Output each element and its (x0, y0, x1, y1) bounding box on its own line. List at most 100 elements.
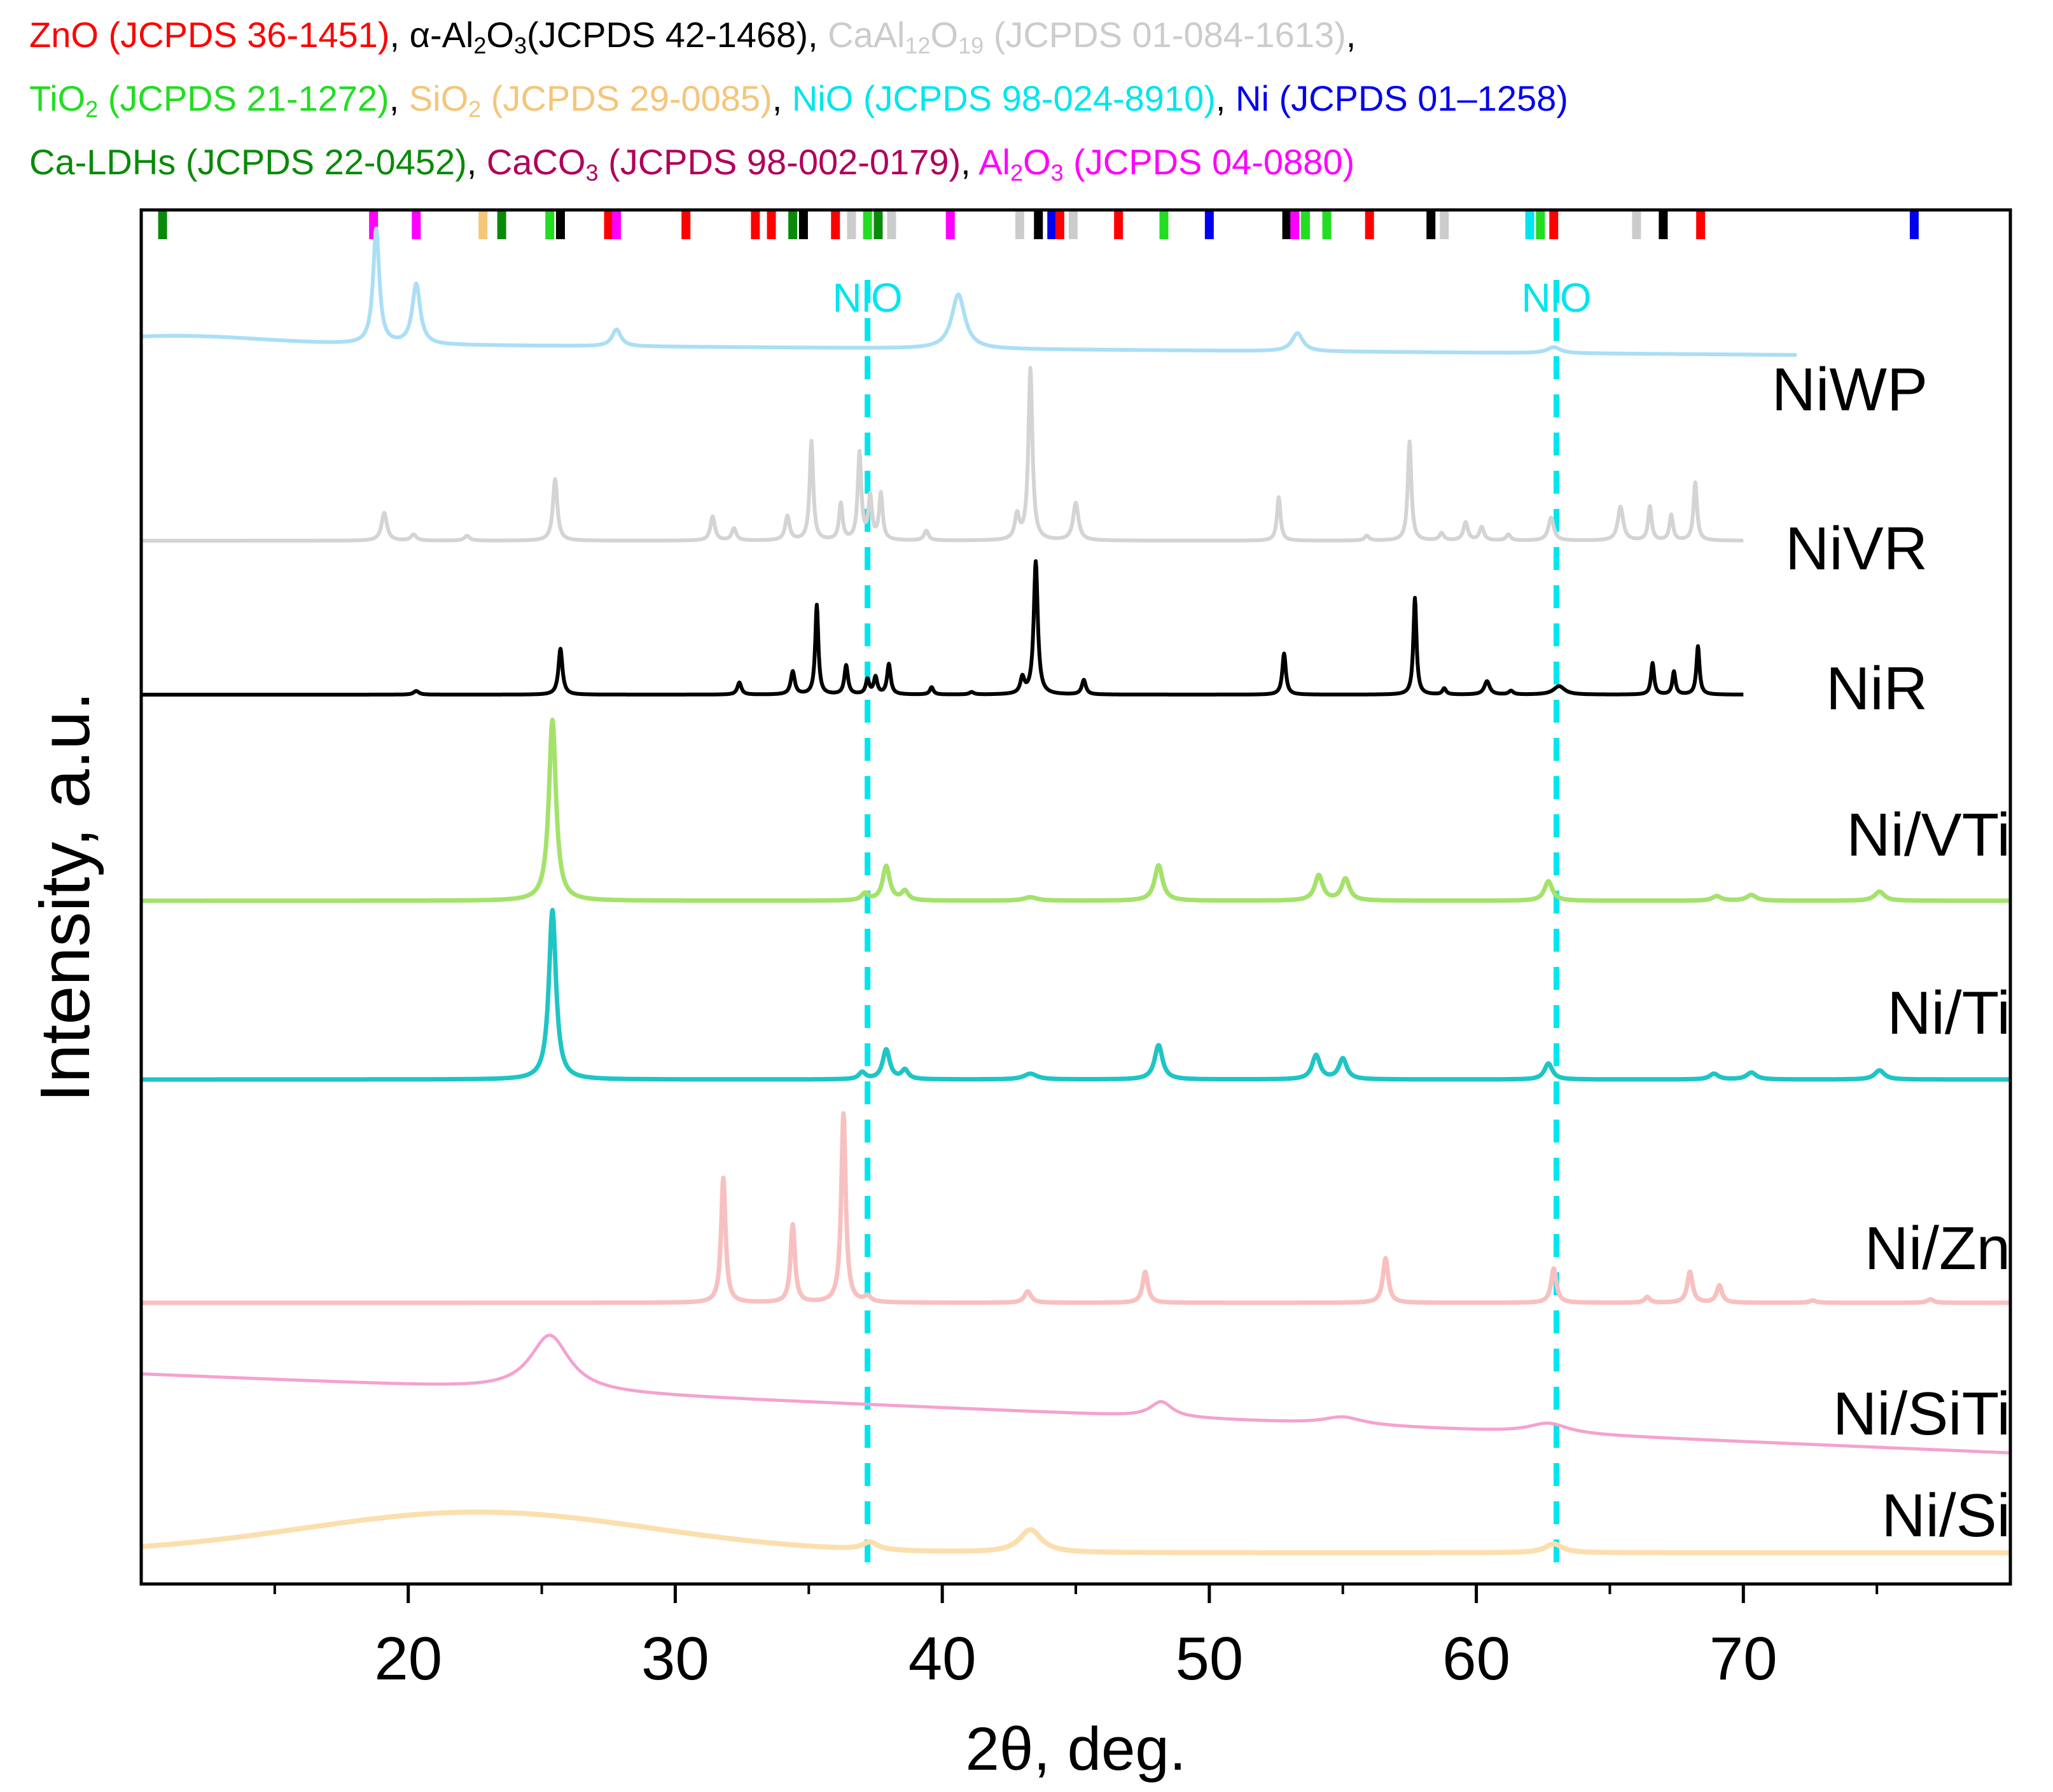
legend-separator: , (772, 78, 792, 118)
reference-tick (1365, 211, 1374, 239)
legend-text: (JCPDS 42-1468) (527, 15, 808, 55)
legend-subscript: 3 (585, 160, 599, 186)
legend-entry: Ca-LDHs (JCPDS 22-0452) (29, 142, 467, 182)
nio-reference-lines: NiO NiO (833, 275, 1592, 1576)
reference-tick (1696, 211, 1706, 239)
x-tick-label: 40 (908, 1625, 977, 1693)
legend-entry: NiO (JCPDS 98-024-8910) (792, 78, 1216, 118)
reference-tick (497, 211, 506, 239)
xrd-trace (139, 908, 2012, 1082)
legend-text: O (930, 15, 959, 55)
legend-line: ZnO (JCPDS 36-1451), α-Al2O3(JCPDS 42-14… (29, 14, 1356, 59)
reference-tick (412, 211, 421, 239)
nio-reference-label: NiO (833, 275, 903, 321)
reference-tick (1632, 211, 1641, 239)
legend-separator: , (1215, 78, 1236, 118)
x-axis-label: 2θ, deg. (966, 1715, 1187, 1783)
legend-text: SiO (408, 78, 469, 118)
reference-tick (1282, 211, 1291, 239)
reference-tick (873, 211, 883, 239)
legend-entry: α-Al2O3(JCPDS 42-1468) (409, 15, 808, 59)
series-label: Ni/Zn (1865, 1214, 2010, 1282)
legend-text: (JCPDS 21-1272) (98, 78, 389, 118)
legend-entry: TiO2 (JCPDS 21-1272) (29, 78, 389, 122)
xrd-trace (139, 718, 2012, 903)
reference-tick (1290, 211, 1300, 239)
legend-text: (JCPDS 98-002-0179) (598, 142, 961, 182)
legend-subscript: 2 (473, 32, 487, 59)
reference-tick (767, 211, 776, 239)
reference-tick (788, 211, 798, 239)
reference-tick (604, 211, 613, 239)
reference-tick (1322, 211, 1332, 239)
series-label: Ni/VTi (1846, 801, 2010, 869)
legend-subscript: 19 (958, 32, 984, 59)
legend-subscript: 2 (85, 96, 99, 122)
legend-text: Ca-LDHs (JCPDS 22-0452) (29, 142, 467, 182)
reference-tick (1034, 211, 1043, 239)
reference-tick (1159, 211, 1169, 239)
x-tick-label: 60 (1442, 1625, 1510, 1693)
reference-tick (1536, 211, 1545, 239)
reference-tick (1114, 211, 1124, 239)
legend-text: Ni (JCPDS 01–1258) (1235, 78, 1568, 118)
reference-tick (1068, 211, 1078, 239)
legend-text: α-Al (409, 15, 474, 55)
legend-entry: CaAl12O19 (JCPDS 01-084-1613) (828, 15, 1346, 59)
series-label: NiWP (1772, 356, 1928, 424)
reference-tick (1909, 211, 1919, 239)
reference-tick (831, 211, 840, 239)
legend-entry: ZnO (JCPDS 36-1451) (29, 15, 389, 55)
reference-tick (681, 211, 691, 239)
reference-tick (478, 211, 488, 239)
legend-entry: Ni (JCPDS 01–1258) (1235, 78, 1568, 118)
nio-reference-label: NiO (1521, 275, 1591, 321)
reference-tick (1659, 211, 1668, 239)
reference-tick (1549, 211, 1559, 239)
reference-tick (1426, 211, 1436, 239)
legend-subscript: 3 (1050, 160, 1064, 186)
x-tick-label: 30 (641, 1625, 709, 1693)
series-label: Ni/SiTi (1833, 1380, 2010, 1448)
xrd-trace (139, 559, 1745, 697)
legend-text: NiO (JCPDS 98-024-8910) (791, 78, 1216, 118)
xrd-trace (139, 226, 1799, 357)
legend-separator: , (807, 15, 828, 55)
legend-text: (JCPDS 29-0085) (481, 78, 772, 118)
y-axis-label: Intensity, a.u. (26, 691, 104, 1102)
legend-entry: CaCO3 (JCPDS 98-002-0179) (487, 142, 961, 186)
xrd-trace (140, 1333, 2012, 1455)
legend-line: TiO2 (JCPDS 21-1272), SiO2 (JCPDS 29-008… (29, 78, 1568, 123)
reference-tick (158, 211, 167, 239)
reference-tick (798, 211, 808, 239)
reference-tick (1055, 211, 1064, 239)
x-tick-label: 70 (1709, 1625, 1778, 1693)
reference-tick (545, 211, 555, 239)
reference-tick (1047, 211, 1057, 239)
legend-subscript: 3 (513, 32, 527, 59)
legend-subscript: 2 (1010, 160, 1023, 186)
legend-text: TiO (29, 78, 86, 118)
reference-tick (555, 211, 565, 239)
legend-separator: , (389, 15, 410, 55)
xrd-traces (139, 226, 2013, 1555)
x-axis: 20 30 40 50 60 70 (273, 1584, 1879, 1693)
legend-line: Ca-LDHs (JCPDS 22-0452), CaCO3 (JCPDS 98… (29, 141, 1354, 186)
legend-separator: , (961, 142, 979, 182)
legend-subscript: 2 (468, 96, 482, 122)
xrd-trace (139, 1510, 2013, 1555)
reference-tick (863, 211, 872, 239)
x-tick-label: 50 (1175, 1625, 1243, 1693)
legend-subscript: 12 (905, 32, 931, 59)
legend-text: O (1023, 142, 1051, 182)
legend-separator: , (1346, 15, 1356, 55)
reference-tick (1440, 211, 1449, 239)
reference-tick (847, 211, 856, 239)
reference-tick (1300, 211, 1310, 239)
legend-separator: , (466, 142, 487, 182)
reference-tick (612, 211, 622, 239)
reference-tick-markers (158, 211, 1919, 239)
legend-separator: , (389, 78, 409, 118)
legend-entry: SiO2 (JCPDS 29-0085) (408, 78, 772, 122)
